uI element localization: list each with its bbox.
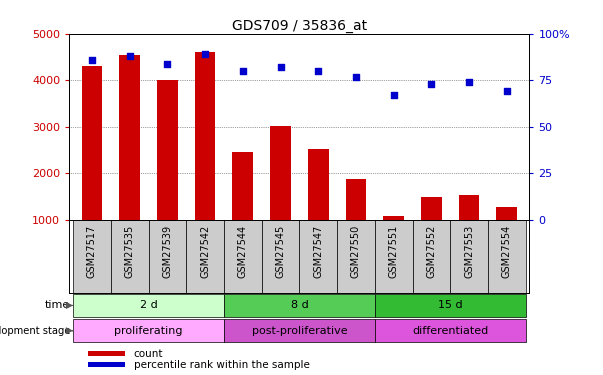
Bar [375, 220, 412, 293]
Text: GSM27554: GSM27554 [502, 225, 512, 278]
Bar [224, 320, 375, 342]
Bar [346, 179, 367, 220]
Point [464, 79, 474, 85]
Text: post-proliferative: post-proliferative [251, 326, 347, 336]
Bar [412, 220, 450, 293]
Bar [299, 220, 337, 293]
Text: GSM27551: GSM27551 [389, 225, 399, 278]
Bar [73, 320, 224, 342]
Point [314, 68, 323, 74]
Text: GSM27552: GSM27552 [426, 225, 437, 278]
Bar [73, 294, 224, 317]
Bar [384, 216, 404, 220]
Bar [157, 80, 178, 220]
Bar [262, 220, 299, 293]
Bar [111, 220, 148, 293]
Point [389, 92, 399, 98]
Bar [195, 53, 215, 220]
Text: GSM27547: GSM27547 [313, 225, 323, 278]
Point [87, 57, 97, 63]
Bar [459, 195, 479, 220]
Text: GSM27544: GSM27544 [238, 225, 248, 278]
Bar [421, 198, 442, 220]
Bar [73, 220, 111, 293]
Point [125, 53, 134, 59]
Text: GSM27535: GSM27535 [125, 225, 134, 278]
Bar [88, 362, 125, 367]
Text: percentile rank within the sample: percentile rank within the sample [134, 360, 309, 369]
Text: GSM27545: GSM27545 [276, 225, 286, 278]
Text: GSM27517: GSM27517 [87, 225, 97, 278]
Bar [224, 220, 262, 293]
Title: GDS709 / 35836_at: GDS709 / 35836_at [232, 19, 367, 33]
Bar [308, 149, 329, 220]
Text: 2 d: 2 d [140, 300, 157, 310]
Text: differentiated: differentiated [412, 326, 488, 336]
Point [238, 68, 248, 74]
Bar [119, 55, 140, 220]
Text: time: time [45, 300, 70, 310]
Bar [270, 126, 291, 220]
Text: 8 d: 8 d [291, 300, 308, 310]
Text: 15 d: 15 d [438, 300, 463, 310]
Bar [450, 220, 488, 293]
Text: GSM27553: GSM27553 [464, 225, 474, 278]
Bar [337, 220, 375, 293]
Text: GSM27542: GSM27542 [200, 225, 210, 278]
Point [351, 74, 361, 80]
Text: GSM27539: GSM27539 [162, 225, 172, 278]
Point [200, 51, 210, 57]
Text: GSM27550: GSM27550 [351, 225, 361, 278]
Bar [81, 66, 103, 220]
Bar [488, 220, 526, 293]
Text: count: count [134, 349, 163, 358]
Bar [232, 152, 253, 220]
Point [276, 64, 285, 70]
Point [502, 88, 511, 94]
Point [426, 81, 436, 87]
Bar [375, 294, 526, 317]
Bar [148, 220, 186, 293]
Text: development stage: development stage [0, 326, 70, 336]
Text: proliferating: proliferating [115, 326, 183, 336]
Bar [186, 220, 224, 293]
Bar [375, 320, 526, 342]
Bar [88, 351, 125, 356]
Bar [496, 207, 517, 220]
Bar [224, 294, 375, 317]
Point [163, 60, 172, 66]
